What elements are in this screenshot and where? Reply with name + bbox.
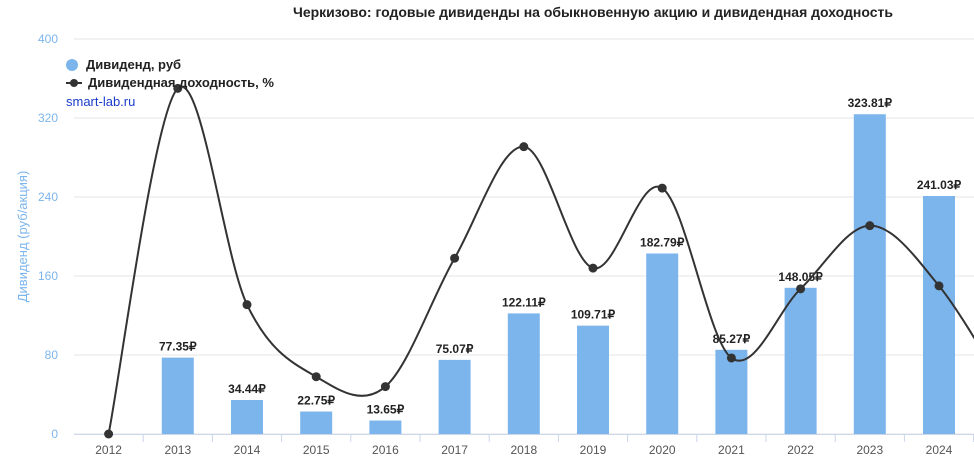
x-tick-label: 2019	[580, 443, 607, 457]
bar	[369, 420, 402, 434]
bar-data-label: 34.44₽	[228, 382, 266, 396]
yield-point	[657, 183, 667, 193]
x-tick-label: 2014	[234, 443, 261, 457]
bar	[923, 195, 955, 434]
bar-data-label: 122.11₽	[502, 295, 546, 309]
source-label[interactable]: smart-lab.ru	[66, 94, 136, 109]
bar	[438, 359, 471, 434]
yield-point	[934, 281, 944, 291]
legend-line-marker	[66, 77, 82, 89]
yield-point	[311, 372, 321, 382]
yield-point	[104, 429, 114, 439]
yield-point	[865, 221, 875, 231]
yield-line	[107, 85, 974, 435]
yield-point	[242, 300, 252, 310]
x-tick-label: 2022	[787, 443, 814, 457]
y-tick-label: 320	[38, 111, 58, 125]
chart-title: Черкизово: годовые дивиденды на обыкнове…	[292, 4, 893, 20]
bar-data-label: 109.71₽	[571, 308, 616, 322]
y-tick-label: 160	[38, 269, 58, 283]
x-tick-label: 2016	[372, 443, 399, 457]
yield-point	[173, 83, 183, 93]
legend-label-dividend: Дивиденд, руб	[86, 57, 182, 72]
x-tick-label: 2018	[510, 443, 537, 457]
y-tick-label: 0	[51, 427, 58, 441]
legend: Дивиденд, руб Дивидендная доходность, %	[66, 56, 274, 92]
x-tick-label: 2017	[441, 443, 468, 457]
bar-data-label: 182.79₽	[640, 235, 685, 249]
yield-point	[588, 263, 598, 273]
x-tick-label: 2024	[926, 443, 953, 457]
y-tick-label: 80	[45, 348, 59, 362]
bar	[646, 253, 679, 434]
bar-data-label: 148.05₽	[778, 270, 823, 284]
x-tick-label: 2015	[303, 443, 330, 457]
bar-data-label: 13.65₽	[367, 403, 405, 417]
yield-point	[796, 284, 806, 294]
x-tick-label: 2023	[856, 443, 883, 457]
legend-item-dividend[interactable]: Дивиденд, руб	[66, 56, 274, 74]
yield-point	[450, 253, 460, 263]
legend-bar-marker	[66, 59, 78, 71]
bar	[300, 411, 333, 434]
bar	[161, 357, 194, 434]
bar-data-label: 85.27₽	[713, 332, 751, 346]
bar-data-label: 241.03₽	[917, 178, 962, 192]
x-tick-label: 2012	[95, 443, 122, 457]
y-axis-title: Дивиденд (руб/акция)	[15, 171, 30, 303]
bar-data-label: 75.07₽	[436, 342, 474, 356]
bar-data-label: 323.81₽	[848, 96, 893, 110]
bar-data-label: 22.75₽	[297, 394, 335, 408]
bar	[577, 325, 609, 434]
x-tick-label: 2020	[649, 443, 676, 457]
legend-label-yield: Дивидендная доходность, %	[88, 75, 274, 90]
y-tick-label: 400	[38, 32, 58, 46]
x-tick-label: 2013	[164, 443, 191, 457]
yield-point	[519, 142, 529, 152]
yield-point	[380, 382, 390, 392]
x-tick-label: 2021	[718, 443, 745, 457]
bar	[507, 313, 540, 434]
y-tick-label: 240	[38, 190, 58, 204]
legend-item-yield[interactable]: Дивидендная доходность, %	[66, 74, 274, 92]
bar	[715, 349, 748, 434]
bar	[784, 287, 817, 434]
bar	[853, 114, 886, 435]
bar-data-label: 77.35₽	[159, 340, 197, 354]
yield-point	[726, 353, 736, 363]
bar	[231, 399, 263, 434]
